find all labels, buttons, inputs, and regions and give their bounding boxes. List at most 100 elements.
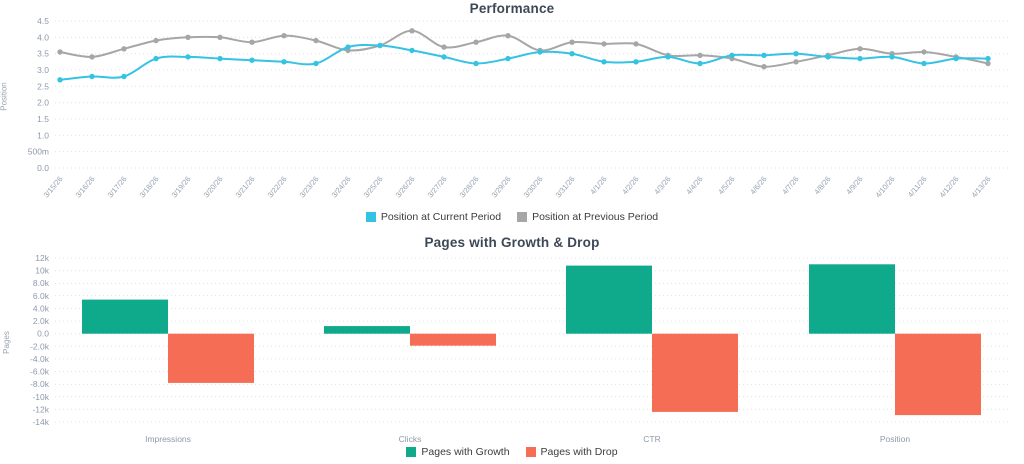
current-period-point[interactable] xyxy=(921,60,927,67)
y-tick-label: -2.0k xyxy=(30,341,50,351)
bar-growth-impressions[interactable] xyxy=(82,299,168,334)
previous-period-point[interactable] xyxy=(601,41,607,47)
y-tick-label: -4.0k xyxy=(30,354,50,364)
y-tick-label: 1.5 xyxy=(37,114,49,124)
legend-item-current-period[interactable]: Position at Current Period xyxy=(365,211,502,223)
legend-item-pages-growth[interactable]: Pages with Growth xyxy=(406,446,510,458)
current-period-point[interactable] xyxy=(313,60,319,67)
y-tick-label: 4.0 xyxy=(37,32,49,42)
previous-period-point[interactable] xyxy=(153,37,159,44)
bar-growth-position[interactable] xyxy=(809,264,895,334)
category-label: Position xyxy=(880,434,911,444)
previous-period-point[interactable] xyxy=(89,54,95,60)
y-tick-label: 2.0 xyxy=(37,98,49,108)
current-period-point[interactable] xyxy=(729,52,735,58)
current-period-point[interactable] xyxy=(345,44,351,50)
previous-period-point[interactable] xyxy=(281,33,287,39)
previous-period-point[interactable] xyxy=(761,63,767,70)
x-date-label: 4/9/26 xyxy=(844,175,864,197)
previous-period-swatch-icon xyxy=(517,212,528,222)
previous-period-point[interactable] xyxy=(441,44,447,50)
growth-drop-chart: 12k 10k 8.0k 6.0k 4.0k 2.0k 0.0 -2.0k -4.0k -6.0k… xyxy=(30,253,1008,444)
current-period-point[interactable] xyxy=(185,54,191,60)
previous-period-point[interactable] xyxy=(249,39,255,45)
category-label: CTR xyxy=(643,434,660,444)
x-date-label: 3/23/26 xyxy=(298,175,321,200)
current-period-point[interactable] xyxy=(57,77,63,83)
performance-chart: 4.5 4.0 3.5 3.0 2.5 2.0 1.5 1.0 500m 0.0 3/15/26 3/… xyxy=(28,16,1008,200)
previous-period-point[interactable] xyxy=(921,49,927,55)
bar-growth-clicks[interactable] xyxy=(324,326,410,334)
y-tick-label: 0.0 xyxy=(37,163,49,173)
x-date-label: 3/17/26 xyxy=(106,175,129,200)
current-period-point[interactable] xyxy=(889,54,895,60)
previous-period-point[interactable] xyxy=(985,60,991,67)
current-period-point[interactable] xyxy=(665,54,671,60)
current-period-point[interactable] xyxy=(601,59,607,65)
growth-drop-chart-title: Pages with Growth & Drop xyxy=(424,235,600,250)
current-period-point[interactable] xyxy=(377,42,383,49)
current-period-point[interactable] xyxy=(441,54,447,60)
x-date-label: 3/15/26 xyxy=(42,175,65,200)
previous-period-point[interactable] xyxy=(697,52,703,58)
previous-period-point[interactable] xyxy=(569,39,575,45)
current-period-point[interactable] xyxy=(121,73,127,80)
bar-drop-clicks[interactable] xyxy=(410,333,496,346)
bar-drop-impressions[interactable] xyxy=(168,333,254,383)
current-period-swatch-icon xyxy=(365,212,376,222)
legend-label: Position at Current Period xyxy=(380,211,502,223)
previous-period-point[interactable] xyxy=(409,28,415,34)
x-date-label: 4/13/26 xyxy=(970,175,993,200)
current-period-point[interactable] xyxy=(793,51,799,57)
x-date-label: 4/8/26 xyxy=(812,175,832,197)
current-period-point[interactable] xyxy=(409,47,415,54)
current-period-point[interactable] xyxy=(537,49,543,55)
bar-growth-ctr[interactable] xyxy=(566,265,652,334)
previous-period-point[interactable] xyxy=(313,37,319,44)
current-period-point[interactable] xyxy=(153,55,159,62)
current-period-point[interactable] xyxy=(249,57,255,63)
current-period-point[interactable] xyxy=(697,60,703,67)
x-date-label: 3/30/26 xyxy=(522,175,545,200)
previous-period-point[interactable] xyxy=(185,34,191,40)
current-period-point[interactable] xyxy=(985,55,991,62)
y-tick-label: -8.0k xyxy=(30,379,50,389)
current-period-point[interactable] xyxy=(761,52,767,58)
y-tick-label: 4.5 xyxy=(37,16,49,26)
previous-period-point[interactable] xyxy=(793,59,799,65)
y-tick-label: -14k xyxy=(32,417,49,427)
x-date-label: 3/25/26 xyxy=(362,175,385,200)
current-period-point[interactable] xyxy=(473,60,479,67)
previous-period-point[interactable] xyxy=(57,49,63,55)
current-period-point[interactable] xyxy=(857,55,863,62)
legend-item-pages-drop[interactable]: Pages with Drop xyxy=(525,446,618,458)
current-period-point[interactable] xyxy=(505,55,511,62)
x-date-label: 3/19/26 xyxy=(170,175,193,200)
current-period-point[interactable] xyxy=(569,51,575,57)
x-date-label: 4/4/26 xyxy=(684,175,704,197)
y-tick-label: -12k xyxy=(32,404,49,414)
previous-period-point[interactable] xyxy=(633,41,639,47)
x-date-label: 3/27/26 xyxy=(426,175,449,200)
x-date-label: 3/26/26 xyxy=(394,175,417,200)
previous-period-point[interactable] xyxy=(121,46,127,52)
current-period-point[interactable] xyxy=(89,73,95,80)
y-tick-label: 1.0 xyxy=(37,130,49,140)
y-tick-label: 8.0k xyxy=(33,278,50,288)
previous-period-point[interactable] xyxy=(217,34,223,40)
previous-period-point[interactable] xyxy=(857,46,863,52)
current-period-point[interactable] xyxy=(633,59,639,65)
current-period-point[interactable] xyxy=(281,59,287,65)
bar-drop-position[interactable] xyxy=(895,333,981,416)
previous-period-point[interactable] xyxy=(505,33,511,39)
x-date-label: 4/10/26 xyxy=(874,175,897,200)
current-period-point[interactable] xyxy=(825,54,831,60)
previous-period-point[interactable] xyxy=(473,39,479,45)
y-tick-label: 6.0k xyxy=(33,291,50,301)
current-period-point[interactable] xyxy=(217,55,223,62)
legend-item-previous-period[interactable]: Position at Previous Period xyxy=(517,211,658,223)
y-tick-label: 4.0k xyxy=(33,304,50,314)
current-period-point[interactable] xyxy=(953,55,959,62)
bar-drop-ctr[interactable] xyxy=(652,333,738,412)
